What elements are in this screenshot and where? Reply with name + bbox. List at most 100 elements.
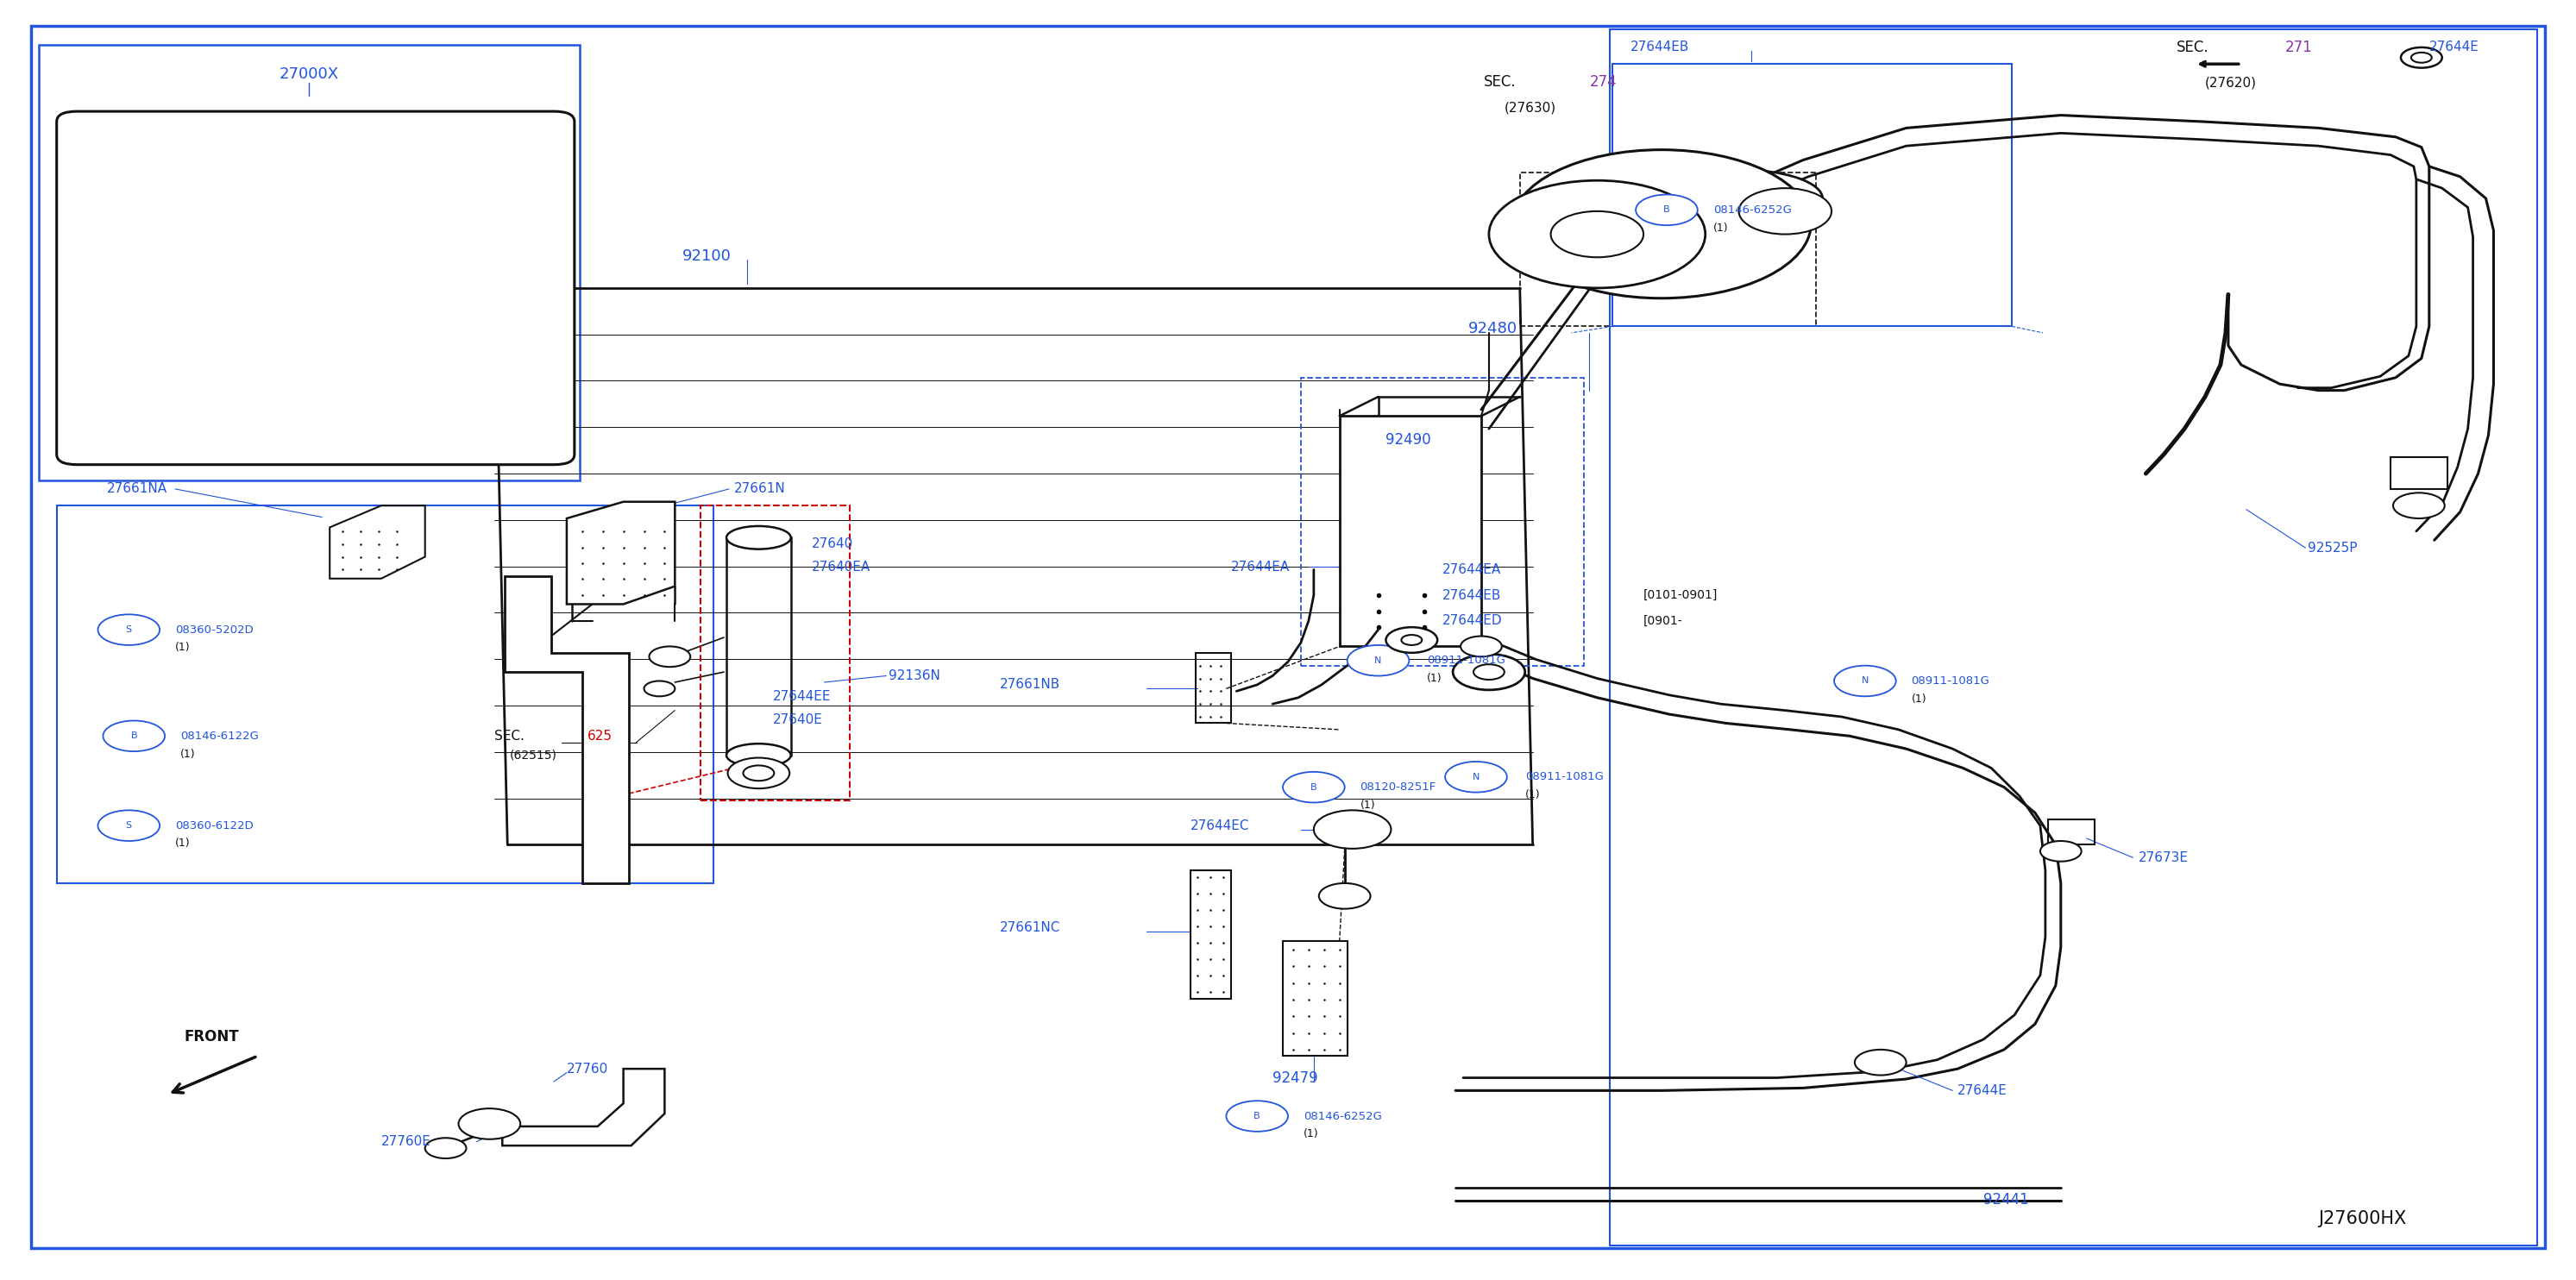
Text: N: N [1376,657,1381,664]
Circle shape [98,614,160,645]
Text: 08120-8251F: 08120-8251F [1360,782,1437,792]
Bar [1195,653,1231,723]
Circle shape [742,765,775,781]
Circle shape [1739,188,1832,234]
Bar [1363,518,1409,570]
Circle shape [1386,627,1437,653]
Text: (27620): (27620) [2205,77,2257,90]
Bar [1613,64,2012,326]
Circle shape [98,810,160,841]
Circle shape [1226,1101,1288,1132]
Text: 27661NA: 27661NA [108,483,167,495]
Circle shape [2040,841,2081,861]
Text: 27760: 27760 [567,1062,608,1075]
Text: SEC.: SEC. [495,730,526,742]
Circle shape [2393,493,2445,518]
Text: [0101-0901]: [0101-0901] [1643,589,1718,602]
Text: SEC.: SEC. [2177,40,2210,55]
Polygon shape [505,576,629,883]
Polygon shape [330,506,425,579]
Text: (1): (1) [1713,223,1728,233]
Text: (1): (1) [180,749,196,759]
Text: SEC.: SEC. [1484,74,1517,90]
Text: 27640E: 27640E [773,713,822,726]
Text: B: B [1311,783,1316,791]
Ellipse shape [726,744,791,767]
Text: 08911-1081G: 08911-1081G [1427,655,1504,666]
Text: [0901-: [0901- [1643,614,1682,627]
Bar [1414,518,1461,570]
Text: (1): (1) [175,643,191,653]
Text: 08146-6252G: 08146-6252G [1303,1111,1381,1121]
Text: S: S [126,822,131,829]
Polygon shape [567,502,675,604]
Text: N: N [1862,677,1868,685]
Circle shape [1834,666,1896,696]
Text: B: B [1664,206,1669,214]
Polygon shape [502,1069,665,1146]
Circle shape [1473,664,1504,680]
Text: 92479: 92479 [1273,1070,1319,1085]
Bar [2391,457,2447,489]
Text: 08360-5202D: 08360-5202D [175,625,252,635]
Circle shape [425,1138,466,1158]
Circle shape [1512,150,1811,298]
Text: B: B [131,732,137,740]
Text: (1): (1) [1525,790,1540,800]
Text: 27640: 27640 [811,538,853,550]
Circle shape [459,1108,520,1139]
Circle shape [726,758,788,788]
Text: 92136N: 92136N [889,669,940,682]
Text: 27661NB: 27661NB [999,678,1061,691]
Text: 08360-6122D: 08360-6122D [175,820,252,831]
Text: 27000X: 27000X [278,67,340,82]
Text: (27630): (27630) [1504,101,1556,114]
Circle shape [2401,47,2442,68]
Circle shape [1489,180,1705,288]
Text: 27760E: 27760E [381,1135,430,1148]
Circle shape [1401,635,1422,645]
Text: 27644E: 27644E [2429,41,2478,54]
Text: 27644ED: 27644ED [1443,614,1502,627]
Circle shape [1319,883,1370,909]
Bar [57,506,714,883]
Text: (1): (1) [1427,673,1443,684]
Text: 27673E: 27673E [2138,851,2187,864]
Circle shape [2411,52,2432,63]
Circle shape [644,681,675,696]
Bar [1283,941,1347,1056]
Circle shape [103,721,165,751]
Text: S: S [126,626,131,634]
Text: (62515): (62515) [510,749,556,762]
Circle shape [649,646,690,667]
Circle shape [1453,654,1525,690]
Circle shape [1461,636,1502,657]
Text: N: N [1473,773,1479,781]
Text: 27644EE: 27644EE [773,690,832,703]
Circle shape [1636,195,1698,225]
Text: 92441: 92441 [1984,1192,2030,1207]
Text: 27644E: 27644E [1958,1084,2007,1097]
Text: (1): (1) [1911,694,1927,704]
Text: 27644EB: 27644EB [1443,589,1502,602]
Bar [726,538,791,755]
Bar [1520,173,1816,326]
Ellipse shape [726,526,791,549]
Circle shape [1855,1050,1906,1075]
Text: 08146-6122G: 08146-6122G [180,731,258,741]
Text: 92100: 92100 [683,248,732,264]
Text: 274: 274 [1589,74,1618,90]
Text: 27644EA: 27644EA [1443,563,1502,576]
Text: 625: 625 [587,730,613,742]
Text: 27661N: 27661N [734,483,786,495]
Text: 08146-6252G: 08146-6252G [1713,205,1790,215]
Circle shape [1314,810,1391,849]
Bar [1363,589,1409,627]
Bar [1610,29,2537,1245]
Text: 27644EB: 27644EB [1631,41,1690,54]
Circle shape [1347,645,1409,676]
Text: FRONT: FRONT [183,1029,240,1044]
Text: B: B [1255,1112,1260,1120]
Text: 27644EA: 27644EA [1231,561,1291,573]
Bar [2048,819,2094,845]
